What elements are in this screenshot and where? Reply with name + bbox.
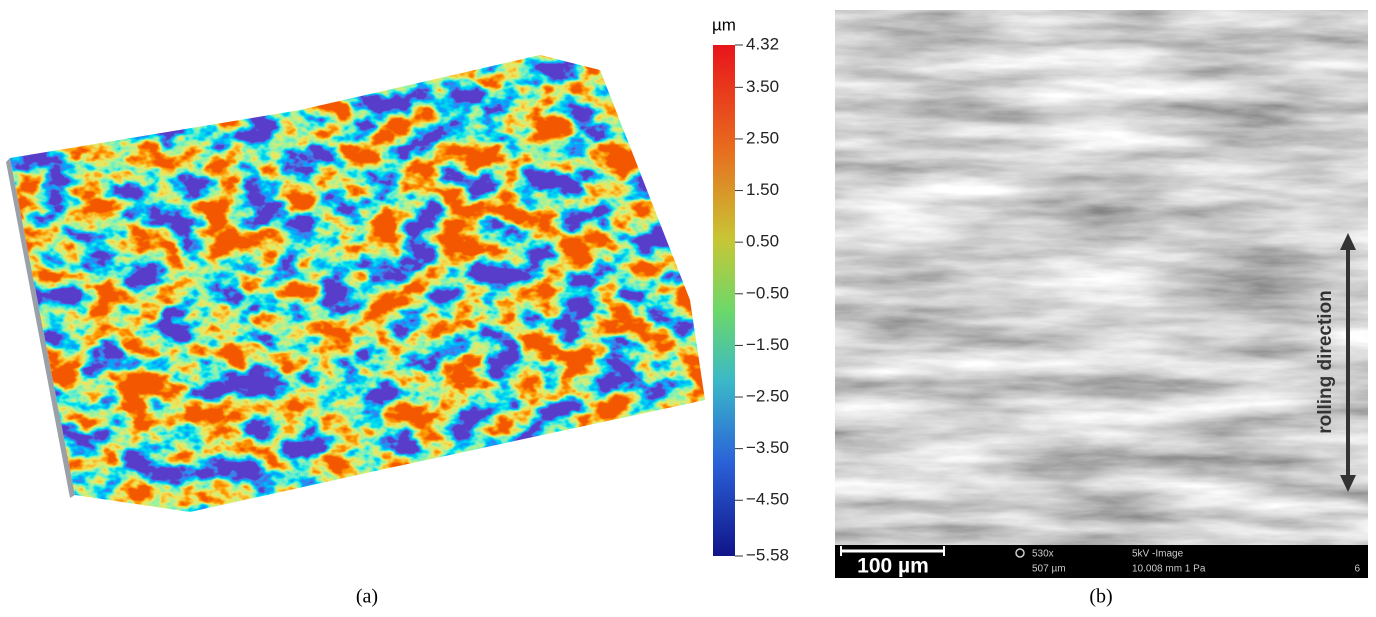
info-text: 10.008 mm 1 Pa xyxy=(1132,564,1206,575)
info-text: 507 µm xyxy=(1032,564,1066,575)
panel-label: (a) xyxy=(356,586,378,608)
info-text: 6 xyxy=(1354,564,1360,575)
colorbar-tick-label: 3.50 xyxy=(746,77,779,96)
colorbar: µm 4.32 3.50 2.50 1.50 0.50 −0.50 −1.50 −2.50 −3… xyxy=(712,15,789,564)
sem-image: 100 µm 530x 507 µm 5kV -Image 10.008 mm … xyxy=(835,10,1368,578)
colorbar-tick-label: −1.50 xyxy=(746,335,789,354)
scale-bar-label: 100 µm xyxy=(857,555,929,578)
colorbar-tick-label: −0.50 xyxy=(746,283,789,302)
colorbar-tick-label: −3.50 xyxy=(746,438,789,457)
colorbar-tick-label: 0.50 xyxy=(746,232,779,251)
colorbar-unit: µm xyxy=(712,15,736,34)
surface-3d xyxy=(0,40,710,520)
colorbar-gradient xyxy=(713,45,735,556)
colorbar-tick-label: 2.50 xyxy=(746,128,779,147)
info-text: 5kV -Image xyxy=(1132,549,1184,560)
colorbar-tick-label: −4.50 xyxy=(746,490,789,509)
direction-label: rolling direction xyxy=(1315,290,1336,434)
panel-label: (b) xyxy=(1089,586,1112,608)
colorbar-tick-label: −5.58 xyxy=(746,545,789,564)
colorbar-tick-label: 1.50 xyxy=(746,180,779,199)
colorbar-tick-label: 4.32 xyxy=(746,34,779,53)
info-text: 530x xyxy=(1032,549,1054,560)
colorbar-tick-label: −2.50 xyxy=(746,387,789,406)
figure: µm 4.32 3.50 2.50 1.50 0.50 −0.50 −1.50 −2.50 −3… xyxy=(0,0,1376,612)
